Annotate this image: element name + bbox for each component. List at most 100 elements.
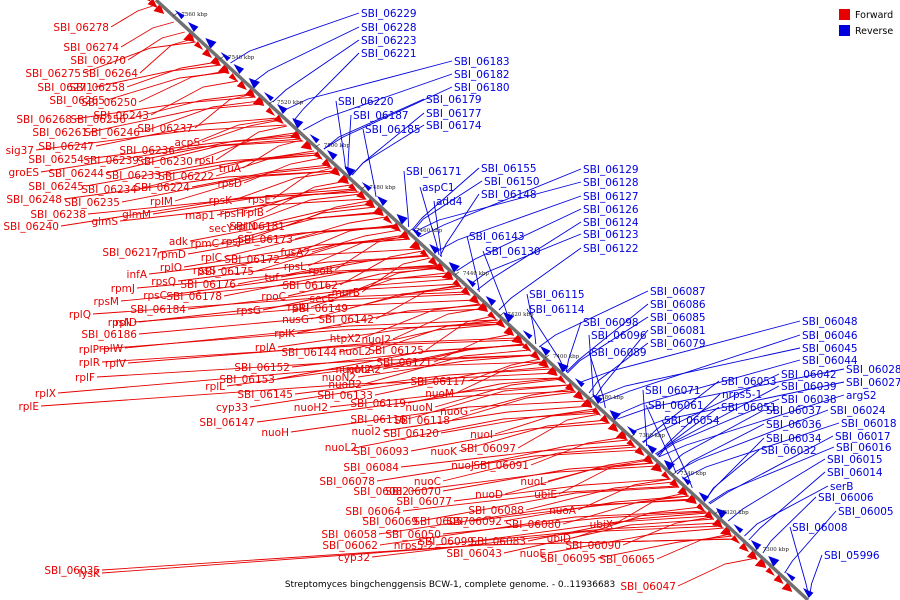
- forward-gene-label: rplA: [255, 342, 277, 354]
- forward-connector: [95, 117, 279, 147]
- forward-connector: [124, 319, 498, 349]
- reverse-gene-label: SBI_06089: [591, 347, 647, 359]
- reverse-connector: [704, 449, 760, 501]
- forward-connector: [127, 93, 253, 120]
- reverse-gene-label: SBI_06071: [645, 385, 701, 397]
- forward-gene-label: SBI_06176: [180, 279, 236, 291]
- forward-connector: [467, 358, 541, 382]
- reverse-gene-label: SBI_06124: [583, 217, 639, 229]
- reverse-gene-label: SBI_06122: [583, 243, 639, 255]
- reverse-gene-arrow: [277, 103, 288, 114]
- forward-gene-arrow: [538, 357, 549, 368]
- forward-gene-label: nuoN: [405, 402, 433, 414]
- axis-tick-mark: [630, 433, 636, 438]
- forward-gene-label: SBI_06116: [350, 414, 406, 426]
- forward-connector: [120, 21, 175, 48]
- forward-gene-label: SBI_06233: [105, 170, 161, 182]
- forward-gene-label: rplM: [150, 196, 173, 208]
- forward-connector: [558, 459, 650, 495]
- reverse-connector: [588, 334, 594, 398]
- forward-gene-label: nuoL2: [339, 346, 371, 358]
- forward-gene-label: SBI_06238: [30, 209, 86, 221]
- forward-connector: [382, 343, 524, 370]
- reverse-connector: [323, 98, 425, 150]
- forward-gene-label: rpsK: [209, 195, 233, 207]
- reverse-gene-arrow: [522, 330, 533, 340]
- forward-connector: [120, 275, 450, 302]
- forward-connector: [525, 481, 674, 511]
- reverse-gene-arrow: [327, 150, 338, 160]
- forward-connector: [425, 315, 494, 351]
- forward-gene-label: adk: [169, 236, 189, 248]
- forward-gene-label: SBI_06237: [137, 123, 193, 135]
- forward-connector: [372, 319, 498, 352]
- forward-gene-arrow: [730, 535, 741, 545]
- reverse-gene-label: SBI_06054: [664, 415, 720, 427]
- reverse-gene-label: SBI_06036: [766, 419, 822, 431]
- forward-gene-label: rpsL: [284, 261, 306, 273]
- reverse-connector: [656, 398, 780, 456]
- forward-gene-label: SBI_06117: [410, 376, 466, 388]
- reverse-connector: [498, 247, 582, 311]
- reverse-gene-label: aspC1: [422, 182, 455, 194]
- reverse-gene-arrow: [768, 556, 780, 567]
- forward-gene-label: murB: [332, 287, 360, 299]
- forward-gene-label: SBI_06278: [53, 22, 109, 34]
- forward-connector: [40, 140, 304, 173]
- forward-gene-label: nuoA2: [347, 364, 381, 376]
- forward-connector: [234, 193, 361, 229]
- forward-gene-arrow: [193, 41, 204, 50]
- forward-gene-label: nuoJ: [451, 460, 474, 472]
- forward-connector: [139, 38, 193, 74]
- forward-connector: [257, 203, 372, 227]
- reverse-connector: [599, 334, 801, 404]
- reverse-gene-label: SBI_06123: [583, 229, 639, 241]
- forward-gene-label: nuoL: [520, 476, 546, 488]
- forward-connector: [35, 124, 286, 151]
- forward-gene-arrow: [273, 114, 284, 125]
- forward-gene-label: SBI_06065: [599, 554, 655, 566]
- forward-gene-label: SBI_06239: [83, 155, 139, 167]
- forward-gene-label: SBI_06090: [565, 540, 621, 552]
- reverse-gene-label: SBI_06045: [802, 343, 858, 355]
- forward-gene-label: rpoB: [308, 265, 333, 277]
- axis-ticks: 7560 kbp 7540 kbp 7520 kbp 7500 kbp 7480 kbp…: [173, 12, 789, 553]
- reverse-gene-arrow: [785, 571, 796, 582]
- reverse-gene-label: SBI_06150: [484, 176, 540, 188]
- forward-gene-label: rpoC: [261, 291, 286, 303]
- forward-gene-label: rpsM: [93, 296, 119, 308]
- forward-gene-label: SBI_06080: [505, 519, 561, 531]
- forward-connector: [362, 303, 481, 339]
- forward-gene-label: SBI_06035: [44, 565, 100, 577]
- forward-gene-arrow: [599, 414, 610, 425]
- reverse-gene-label: SBI_06008: [792, 522, 848, 534]
- forward-gene-label: SBI_06078: [319, 476, 375, 488]
- forward-connector: [614, 492, 686, 525]
- forward-connector: [410, 422, 610, 452]
- reverse-gene-label: SBI_06016: [836, 442, 892, 454]
- forward-gene-label: rplB: [243, 207, 264, 219]
- forward-connector: [375, 284, 460, 320]
- forward-connector: [458, 419, 607, 452]
- reverse-connector: [470, 233, 582, 285]
- forward-gene-label: SBI_06142: [318, 314, 374, 326]
- reverse-gene-label: SBI_06228: [361, 22, 417, 34]
- forward-connector: [57, 361, 544, 394]
- forward-gene-label: rplO: [160, 262, 182, 274]
- forward-gene-label: SBI_06062: [322, 540, 378, 552]
- reverse-connector: [433, 200, 442, 258]
- forward-gene-label: SBI_06120: [383, 428, 439, 440]
- reverse-connector: [594, 329, 649, 399]
- reverse-gene-label: SBI_06018: [841, 418, 897, 430]
- forward-connector: [577, 478, 671, 511]
- axis-tick-label: 7400 kbp: [553, 354, 580, 360]
- reverse-connector: [323, 86, 453, 150]
- reverse-connector: [411, 167, 480, 231]
- forward-connector: [455, 361, 544, 394]
- forward-gene-arrow: [390, 222, 402, 233]
- forward-gene-label: secY: [209, 223, 234, 235]
- forward-connector: [187, 283, 459, 310]
- axis-tick-label: 7480 kbp: [369, 185, 396, 191]
- forward-gene-label: rpmD: [157, 249, 186, 261]
- forward-connector: [265, 180, 347, 213]
